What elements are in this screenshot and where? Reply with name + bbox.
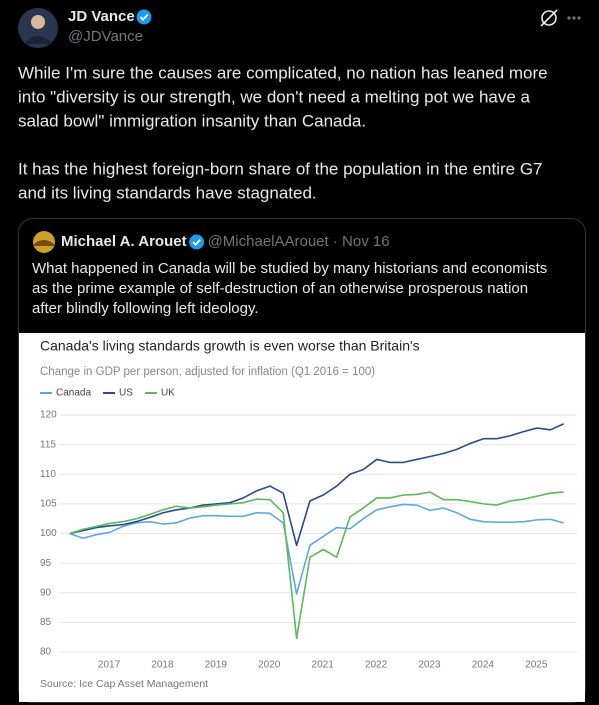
verified-badge: [189, 234, 205, 250]
y-tick-label: 100: [40, 528, 57, 539]
avatar-body: [24, 36, 52, 44]
y-tick-label: 120: [40, 410, 57, 421]
verified-badge: [136, 9, 152, 25]
x-tick-label: 2020: [258, 660, 281, 671]
quote-avatar-detail: [34, 240, 54, 246]
tweet-text-line: It has the highest foreign-born share of…: [18, 159, 543, 178]
y-tick-label: 115: [40, 439, 56, 450]
tweet-text-line: and its living standards have stagnated.: [18, 183, 317, 202]
series-line: [69, 491, 564, 640]
more-icon[interactable]: [567, 16, 581, 20]
tweet-text-line: into "diversity is our strength, we don'…: [18, 87, 531, 106]
x-tick-label: 2024: [472, 660, 495, 671]
x-tick-label: 2025: [525, 660, 548, 671]
chart-image: [19, 333, 585, 702]
y-tick-label: 110: [40, 469, 56, 480]
series-line: [69, 503, 564, 595]
y-tick-label: 95: [40, 558, 52, 569]
quote-text-line: after blindly following left ideology.: [32, 300, 259, 317]
quote-author[interactable]: Michael A. Arouet: [61, 233, 187, 250]
quote-meta: @MichaelAArouet · Nov 16: [208, 233, 390, 250]
legend-label: US: [119, 388, 133, 399]
x-tick-label: 2019: [205, 660, 228, 671]
quote-text-line: What happened in Canada will be studied …: [32, 260, 547, 277]
tweet-text-line: While I'm sure the causes are complicate…: [18, 63, 548, 82]
author-handle[interactable]: @JDVance: [68, 28, 143, 45]
legend-label: UK: [161, 388, 175, 399]
grok-icon[interactable]: [540, 9, 558, 27]
y-tick-label: 90: [40, 587, 52, 598]
x-tick-label: 2021: [312, 660, 335, 671]
quote-text-line: as the prime example of self-destruction…: [32, 280, 528, 297]
x-tick-label: 2018: [151, 660, 174, 671]
y-tick-label: 105: [40, 499, 57, 510]
chart-source: Source: Ice Cap Asset Management: [40, 678, 208, 690]
x-tick-label: 2017: [98, 660, 121, 671]
author-name[interactable]: JD Vance: [68, 8, 135, 25]
x-tick-label: 2022: [365, 660, 388, 671]
legend-label: Canada: [56, 388, 91, 399]
chart-title: Canada's living standards growth is even…: [40, 338, 420, 354]
y-tick-label: 85: [40, 617, 52, 628]
tweet-text-line: salad bowl" immigration insanity than Ca…: [18, 111, 366, 130]
quote-card[interactable]: [18, 218, 586, 703]
y-tick-label: 80: [40, 647, 52, 658]
chart-subtitle: Change in GDP per person, adjusted for i…: [40, 366, 375, 378]
series-line: [69, 423, 564, 547]
x-tick-label: 2023: [418, 660, 441, 671]
avatar-face: [31, 15, 45, 29]
